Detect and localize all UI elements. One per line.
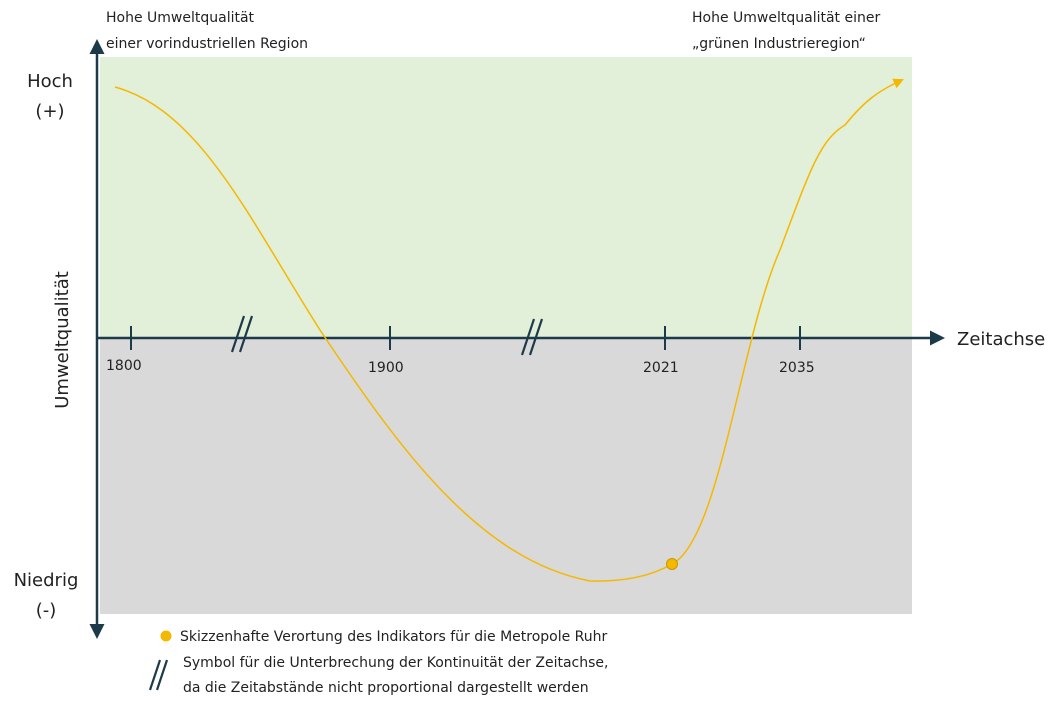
legend-dot bbox=[160, 630, 172, 642]
ticks bbox=[130, 326, 801, 350]
label: Hohe Umweltqualität bbox=[106, 10, 255, 26]
label: einer vorindustriellen Region bbox=[106, 36, 308, 52]
quality-curve bbox=[114, 78, 904, 582]
label: Hohe Umweltqualität einer bbox=[692, 10, 880, 26]
break-symbols bbox=[148, 315, 544, 691]
tick-label: 2021 bbox=[643, 360, 679, 376]
legend-text: Symbol für die Unterbrechung der Kontinu… bbox=[183, 655, 608, 671]
label: „grünen Industrieregion“ bbox=[692, 36, 866, 52]
high-label: Hoch bbox=[27, 71, 73, 92]
legend-text: da die Zeitabstände nicht proportional d… bbox=[183, 680, 589, 696]
y-axis-title: Umweltqualität bbox=[52, 271, 73, 409]
x-axis-title: Zeitachse bbox=[957, 329, 1045, 350]
low-label: (-) bbox=[36, 600, 57, 621]
tick-label: 1900 bbox=[368, 360, 404, 376]
legend-text: Skizzenhafte Verortung des Indikators fü… bbox=[180, 629, 608, 645]
tick-label: 2035 bbox=[779, 360, 815, 376]
high-label: (+) bbox=[35, 101, 64, 122]
indicator-dot bbox=[666, 558, 678, 570]
high-zone bbox=[100, 57, 912, 338]
tick-label: 1800 bbox=[106, 358, 142, 374]
low-label: Niedrig bbox=[14, 570, 79, 591]
low-zone bbox=[100, 338, 912, 614]
